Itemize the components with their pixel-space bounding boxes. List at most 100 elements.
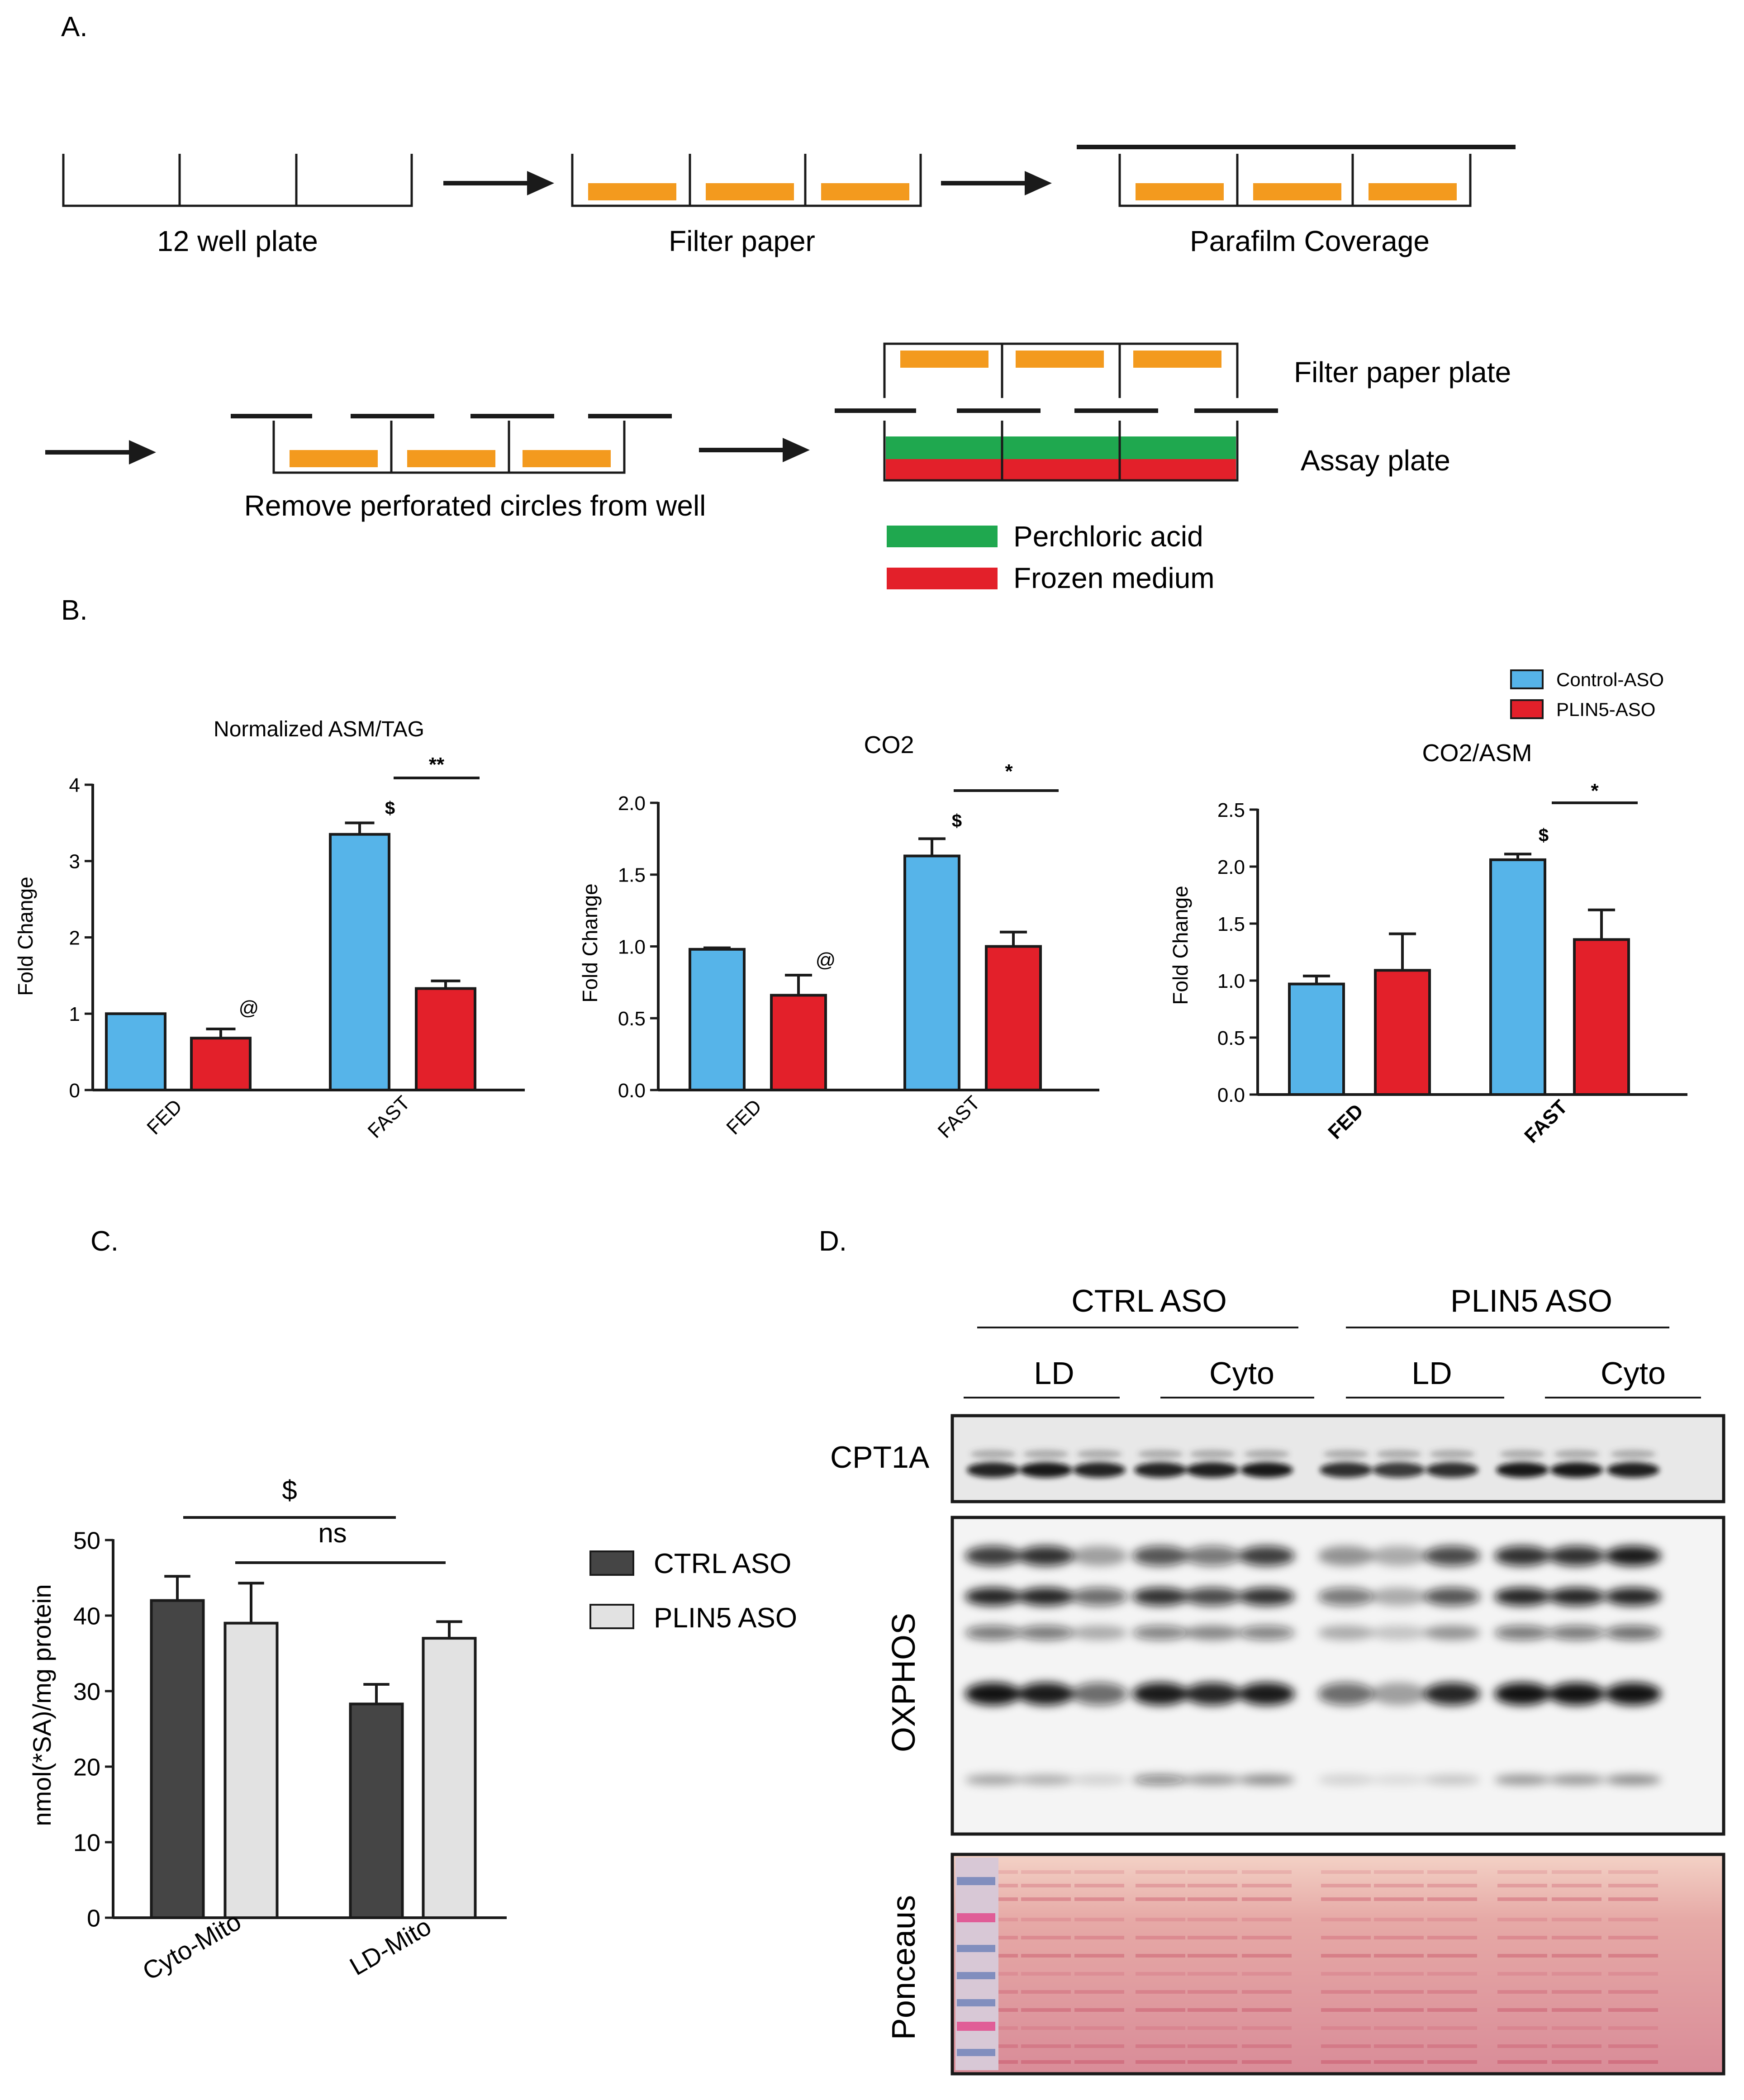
panel-a-legend: Perchloric acid Frozen medium bbox=[887, 520, 1215, 594]
ponceau-band bbox=[1427, 2060, 1477, 2064]
ponceau-band bbox=[1188, 1870, 1237, 1874]
oxphos-band bbox=[1424, 1626, 1480, 1640]
ponceau-band bbox=[1021, 2044, 1071, 2048]
ponceau-band bbox=[1188, 1884, 1237, 1887]
ponceau-band bbox=[1427, 1884, 1477, 1887]
ponceau-band bbox=[1497, 1954, 1547, 1958]
bar bbox=[1573, 938, 1630, 1096]
legend-label-plin5: PLIN5-ASO bbox=[1556, 699, 1655, 720]
bar bbox=[422, 1637, 477, 1920]
cpt1a-band bbox=[1426, 1462, 1478, 1478]
cpt1a-band bbox=[970, 1450, 1016, 1459]
oxphos-band bbox=[1549, 1626, 1605, 1640]
ponceau-band bbox=[1552, 2026, 1601, 2030]
group-label-plin5: PLIN5 ASO bbox=[1450, 1283, 1612, 1318]
ponceau-band bbox=[1374, 1870, 1424, 1874]
ponceau-band bbox=[1374, 1936, 1424, 1939]
ponceau-band bbox=[1021, 1918, 1071, 1921]
ponceau-band bbox=[1608, 1918, 1658, 1921]
ponceau-band bbox=[1427, 1870, 1477, 1874]
oxphos-band bbox=[1605, 1683, 1661, 1705]
ponceau-band bbox=[1552, 1954, 1601, 1958]
ponceau-band bbox=[1552, 1870, 1601, 1874]
oxphos-band bbox=[1132, 1683, 1188, 1705]
ponceau-band bbox=[1136, 1918, 1185, 1921]
ponceau-band bbox=[1242, 1972, 1292, 1976]
oxphos-band bbox=[1239, 1683, 1295, 1705]
legend-swatch-control bbox=[1510, 669, 1544, 689]
chart-title: CO2/ASM bbox=[1422, 740, 1532, 767]
significance-label: $ bbox=[282, 1475, 297, 1505]
ponceau-band bbox=[1321, 1972, 1371, 1976]
ponceau-band bbox=[1074, 1918, 1124, 1921]
oxphos-band bbox=[1494, 1775, 1550, 1785]
y-axis-label: Fold Change bbox=[14, 877, 37, 995]
x-tick-label: FAST bbox=[364, 1092, 414, 1142]
y-tick-label: 1.0 bbox=[1217, 970, 1245, 992]
ponceau-band bbox=[1608, 1870, 1658, 1874]
filter-strip bbox=[1133, 351, 1221, 368]
ponceau-band bbox=[1552, 1990, 1601, 1994]
panel-c: C. nmol(*SA)/mg protein 01020304050Cyto-… bbox=[28, 1226, 797, 1986]
x-tick-label: FAST bbox=[1520, 1096, 1572, 1147]
ponceau-band bbox=[1074, 1897, 1124, 1901]
cpt1a-band bbox=[1496, 1462, 1549, 1478]
group-label-ctrl: CTRL ASO bbox=[1071, 1283, 1227, 1318]
subgroup-label: Cyto bbox=[1601, 1356, 1666, 1391]
ponceau-band bbox=[1136, 2060, 1185, 2064]
y-tick-label: 1.5 bbox=[618, 864, 646, 886]
ponceau-band bbox=[1321, 2026, 1371, 2030]
step-label-filter-paper: Filter paper bbox=[669, 225, 815, 257]
filter-strip bbox=[1253, 183, 1341, 200]
panel-d: D. CTRL ASO PLIN5 ASO LD Cyto LD Cyto CP… bbox=[819, 1226, 1725, 2076]
oxphos-band bbox=[1371, 1626, 1427, 1640]
ponceau-band bbox=[1074, 1954, 1124, 1958]
cpt1a-band bbox=[1073, 1462, 1126, 1478]
y-tick-label: 1.0 bbox=[618, 936, 646, 958]
step-label-12-well: 12 well plate bbox=[157, 225, 318, 257]
subgroup-label: LD bbox=[1411, 1356, 1452, 1391]
ponceau-band bbox=[1136, 1936, 1185, 1939]
filter-strip bbox=[588, 183, 676, 200]
oxphos-band bbox=[1318, 1626, 1374, 1640]
perchloric-acid-label: Perchloric acid bbox=[1013, 520, 1203, 553]
oxphos-band bbox=[1318, 1683, 1374, 1705]
y-tick-label: 10 bbox=[73, 1829, 100, 1856]
ponceau-band bbox=[1552, 1897, 1601, 1901]
oxphos-band bbox=[965, 1683, 1021, 1705]
ponceau-band bbox=[1242, 1870, 1292, 1874]
oxphos-band bbox=[1071, 1588, 1127, 1606]
ponceau-band bbox=[1242, 1990, 1292, 1994]
y-tick-label: 20 bbox=[73, 1754, 100, 1781]
oxphos-band bbox=[965, 1546, 1021, 1566]
oxphos-band bbox=[1549, 1546, 1605, 1566]
oxphos-band bbox=[1549, 1775, 1605, 1785]
oxphos-band bbox=[1605, 1626, 1661, 1640]
ponceau-band bbox=[1374, 1884, 1424, 1887]
cpt1a-band bbox=[1134, 1462, 1187, 1478]
ponceau-band bbox=[1497, 1884, 1547, 1887]
ponceau-band bbox=[1242, 1936, 1292, 1939]
ponceau-band bbox=[1427, 1936, 1477, 1939]
significance-label: @ bbox=[816, 949, 836, 971]
panel-b-legend: Control-ASO PLIN5-ASO bbox=[1510, 669, 1664, 720]
cpt1a-band bbox=[1244, 1450, 1289, 1459]
y-tick-label: 0.5 bbox=[618, 1008, 646, 1030]
panel-c-legend: CTRL ASO PLIN5 ASO bbox=[589, 1548, 797, 1634]
oxphos-band bbox=[1424, 1588, 1480, 1606]
oxphos-band bbox=[1424, 1546, 1480, 1566]
ponceau-band bbox=[1608, 2044, 1658, 2048]
protein-ladder bbox=[955, 1858, 998, 2070]
cpt1a-band bbox=[1138, 1450, 1183, 1459]
ponceau-band bbox=[1374, 2060, 1424, 2064]
ponceau-band bbox=[1497, 2060, 1547, 2064]
filter-strip bbox=[900, 351, 988, 368]
panel-b-label: B. bbox=[61, 595, 88, 626]
y-tick-label: 50 bbox=[73, 1527, 100, 1554]
frozen-medium-layer bbox=[886, 459, 1236, 479]
step-label-parafilm: Parafilm Coverage bbox=[1190, 225, 1430, 257]
significance-label: ns bbox=[318, 1518, 347, 1548]
ponceau-band bbox=[1497, 2008, 1547, 2012]
y-tick-label: 4 bbox=[69, 774, 80, 796]
